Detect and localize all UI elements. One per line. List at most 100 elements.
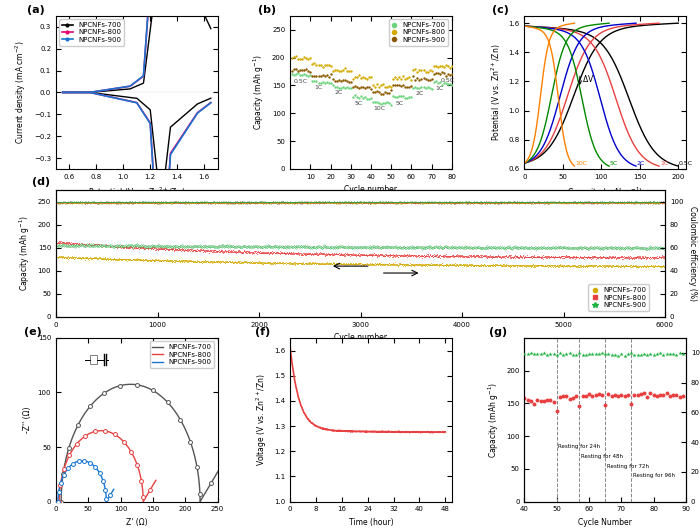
Point xyxy=(461,197,472,206)
Point xyxy=(363,199,374,207)
Point xyxy=(512,253,524,261)
Point xyxy=(517,253,528,261)
Point xyxy=(84,198,95,206)
Point xyxy=(400,197,412,206)
Point xyxy=(417,198,428,206)
Point xyxy=(561,244,572,252)
Point xyxy=(303,198,314,206)
Point xyxy=(85,199,97,208)
Point xyxy=(592,198,603,206)
Point xyxy=(398,260,409,269)
Point xyxy=(536,198,547,206)
Point xyxy=(308,198,319,206)
Point xyxy=(653,252,664,261)
Point xyxy=(219,198,230,206)
Point xyxy=(387,198,398,206)
Point xyxy=(249,258,260,267)
Point xyxy=(588,244,599,252)
Point xyxy=(650,197,662,206)
Point xyxy=(535,199,546,208)
Point xyxy=(372,199,383,207)
Text: 1C: 1C xyxy=(660,161,668,166)
Point xyxy=(353,251,364,259)
Point xyxy=(518,252,529,261)
Point xyxy=(253,198,264,206)
Point xyxy=(320,250,331,258)
Point xyxy=(496,198,507,206)
Point xyxy=(622,244,634,253)
Point xyxy=(157,199,168,207)
Point xyxy=(117,197,128,206)
Point xyxy=(282,197,293,206)
Point xyxy=(267,198,278,206)
Point xyxy=(141,244,152,252)
Point xyxy=(482,199,493,207)
Point xyxy=(411,197,422,206)
Point xyxy=(206,198,217,206)
Point xyxy=(98,199,109,207)
Point xyxy=(218,197,230,205)
Point xyxy=(570,198,581,206)
Point xyxy=(161,199,172,207)
Point xyxy=(146,198,158,206)
Point xyxy=(418,199,429,207)
Point xyxy=(358,199,369,208)
Point xyxy=(295,199,306,207)
Point xyxy=(319,197,330,206)
Point xyxy=(258,258,270,266)
Point xyxy=(391,260,402,269)
Point xyxy=(296,199,307,207)
Point xyxy=(640,252,652,261)
Point xyxy=(245,197,256,206)
Point xyxy=(315,198,326,206)
Point xyxy=(180,242,191,250)
Point xyxy=(630,197,641,205)
Point xyxy=(146,197,158,206)
Point xyxy=(191,247,202,255)
Point xyxy=(208,197,219,206)
Point xyxy=(640,262,651,271)
Point xyxy=(581,197,592,206)
Point xyxy=(562,198,573,206)
Point xyxy=(83,256,94,264)
Point xyxy=(566,199,577,207)
Point xyxy=(346,199,357,207)
Point xyxy=(253,199,265,208)
Point xyxy=(100,199,111,207)
Point xyxy=(307,250,318,258)
Point xyxy=(555,198,566,206)
Point xyxy=(407,199,418,207)
Point xyxy=(227,197,238,206)
Point xyxy=(384,197,395,206)
Point xyxy=(111,241,122,250)
Point xyxy=(419,198,430,206)
Point xyxy=(71,197,82,206)
Point xyxy=(233,242,244,251)
Point xyxy=(442,199,453,208)
Point xyxy=(69,198,80,206)
Point xyxy=(130,199,141,207)
Point xyxy=(438,200,449,208)
Point xyxy=(409,197,420,206)
Point xyxy=(415,198,426,206)
Point xyxy=(364,243,375,251)
Point xyxy=(276,198,288,206)
Point xyxy=(99,199,111,207)
Point xyxy=(101,198,112,206)
Point xyxy=(482,242,493,250)
Point xyxy=(411,243,422,251)
Point xyxy=(148,256,159,264)
Point xyxy=(638,197,649,206)
Point xyxy=(231,242,242,250)
Point xyxy=(217,199,228,207)
Point xyxy=(160,198,171,206)
Point xyxy=(573,198,584,206)
Point xyxy=(134,199,146,208)
Point xyxy=(568,261,580,269)
Point xyxy=(340,197,351,206)
Point xyxy=(525,242,536,251)
Point xyxy=(463,197,475,206)
Point xyxy=(164,244,176,253)
Point xyxy=(391,198,402,206)
Point xyxy=(562,252,573,261)
